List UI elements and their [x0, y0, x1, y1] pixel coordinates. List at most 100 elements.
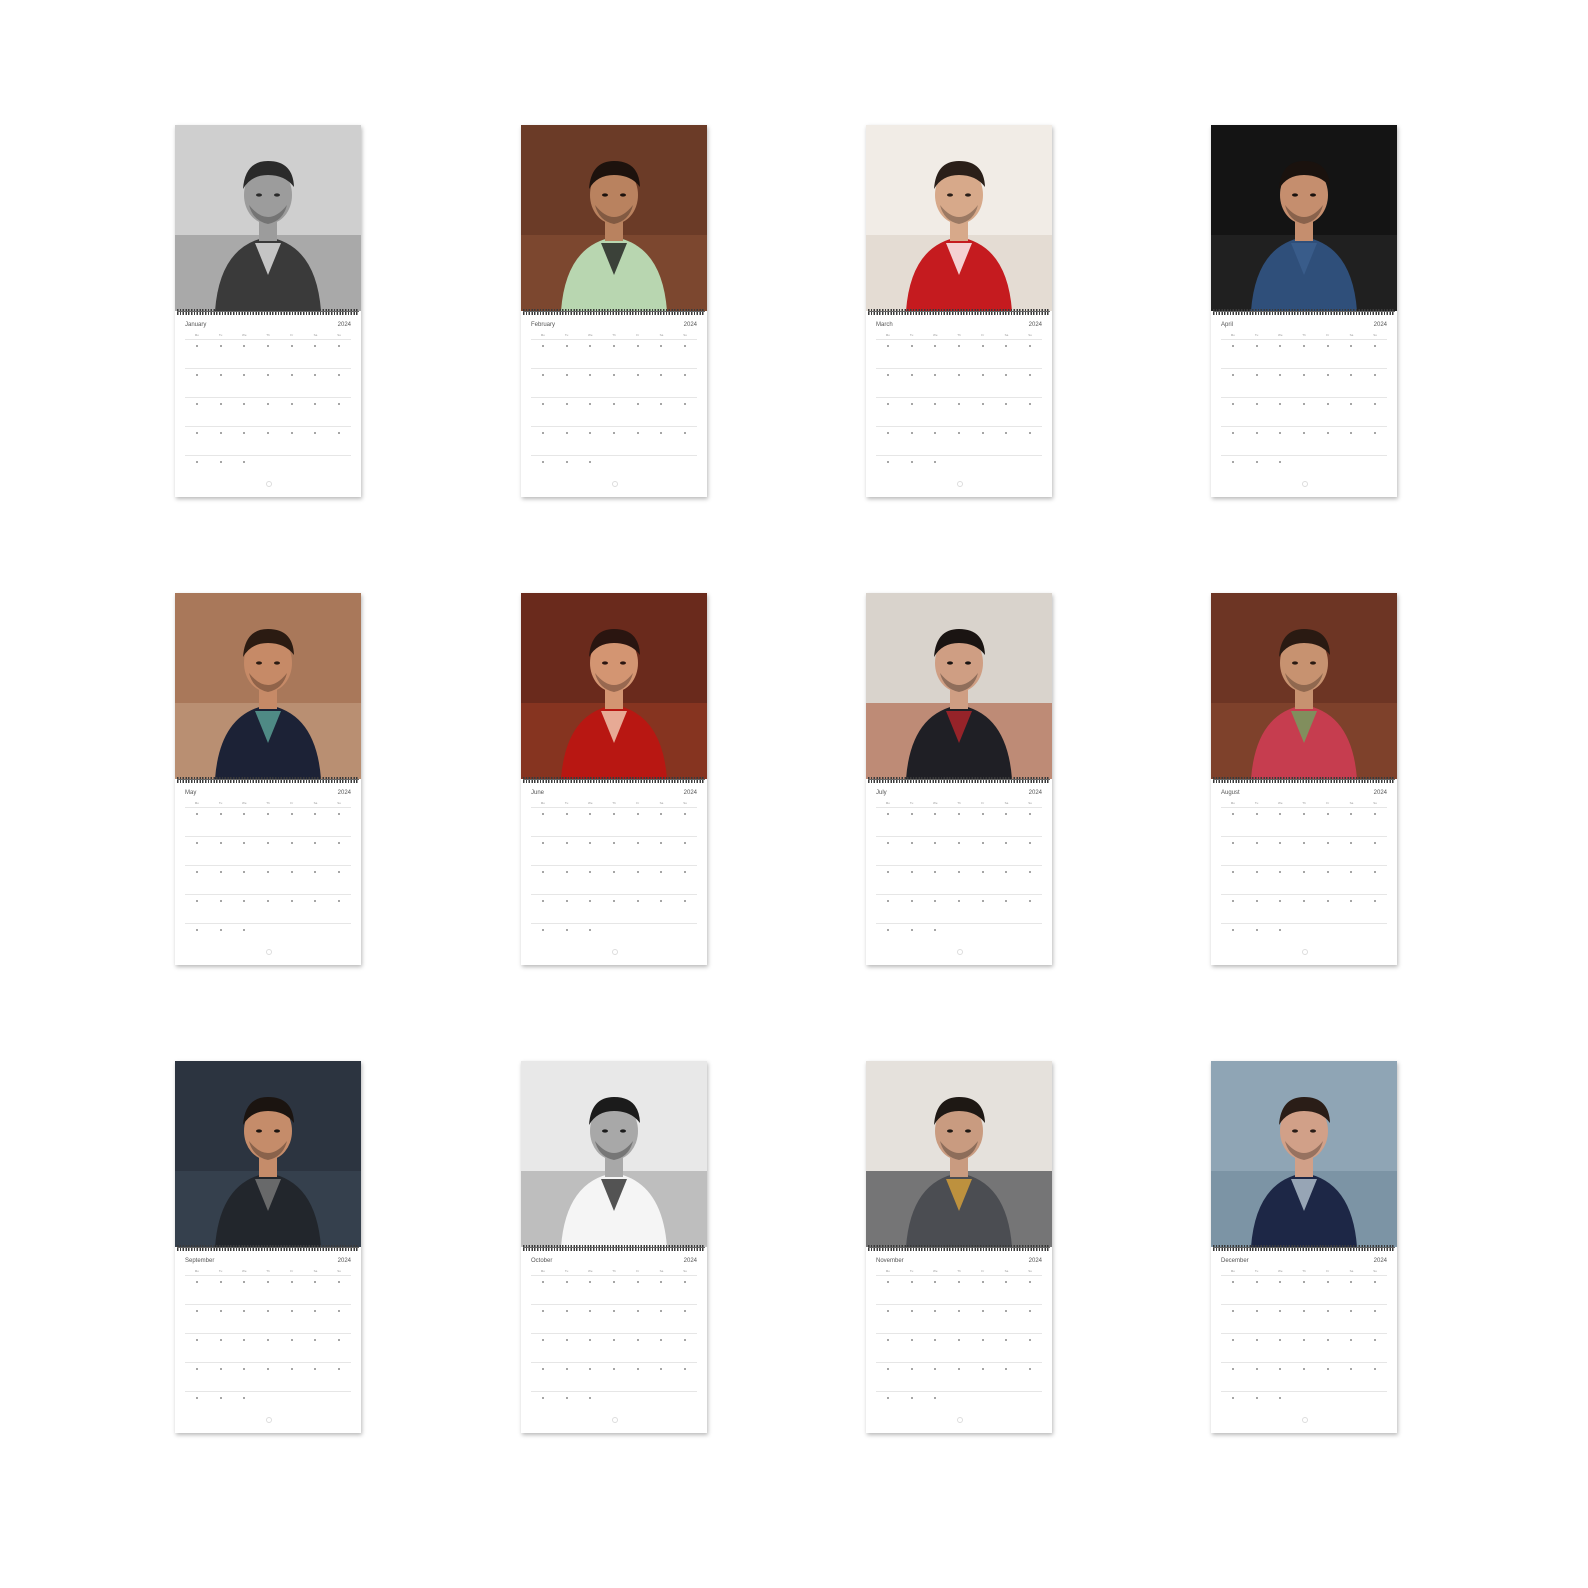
week-row [531, 894, 697, 923]
day-cell [1316, 1279, 1340, 1284]
day-cell [947, 372, 971, 377]
day-cell [1363, 1308, 1387, 1313]
year-label: 2024 [1029, 1257, 1042, 1265]
week-row [1221, 426, 1387, 455]
month-name: May [185, 789, 196, 797]
day-cell [602, 1366, 626, 1371]
week-row [876, 426, 1042, 455]
day-cell [626, 1395, 650, 1400]
day-cell [1340, 1395, 1364, 1400]
day-cell [1018, 1308, 1042, 1313]
day-cell [626, 459, 650, 464]
day-cell [209, 1337, 233, 1342]
day-cell [971, 1308, 995, 1313]
day-cell [650, 430, 674, 435]
day-cell [1245, 869, 1269, 874]
calendar-january: January 2024 Mo Tu We Th Fr Sa Su [175, 125, 361, 497]
day-cell [531, 927, 555, 932]
day-cell [304, 811, 328, 816]
day-cell [947, 1366, 971, 1371]
day-cell [327, 811, 351, 816]
calendar-grid-page: December 2024 Mo Tu We Th Fr Sa Su [1211, 1251, 1397, 1433]
day-cell [923, 459, 947, 464]
day-cell [602, 459, 626, 464]
day-cell [1245, 1395, 1269, 1400]
week-row [185, 894, 351, 923]
day-cell [280, 1366, 304, 1371]
calendar-grid-page: September 2024 Mo Tu We Th Fr Sa Su [175, 1251, 361, 1433]
day-cell [304, 1366, 328, 1371]
day-cell [626, 1337, 650, 1342]
day-cell [995, 401, 1019, 406]
calendar-june: June 2024 Mo Tu We Th Fr Sa Su [521, 593, 707, 965]
day-cell [1292, 1308, 1316, 1313]
day-cell [1292, 401, 1316, 406]
day-cell [1221, 1337, 1245, 1342]
day-cell [971, 372, 995, 377]
week-row [1221, 339, 1387, 368]
year-label: 2024 [1374, 789, 1387, 797]
day-cell [1221, 1308, 1245, 1313]
calendar-header: December 2024 [1221, 1257, 1387, 1265]
day-cell [876, 372, 900, 377]
month-name: January [185, 321, 206, 329]
day-cell [900, 401, 924, 406]
calendar-grid-page: July 2024 Mo Tu We Th Fr Sa Su [866, 783, 1052, 965]
day-cell [923, 811, 947, 816]
day-cell [626, 401, 650, 406]
day-cell [1340, 1337, 1364, 1342]
day-cell [1221, 898, 1245, 903]
day-cell [1221, 1366, 1245, 1371]
day-cell [923, 927, 947, 932]
day-cell [185, 869, 209, 874]
day-cell [947, 898, 971, 903]
calendar-december: December 2024 Mo Tu We Th Fr Sa Su [1211, 1061, 1397, 1433]
month-name: February [531, 321, 555, 329]
day-cell [1363, 459, 1387, 464]
day-cell [673, 1366, 697, 1371]
day-cell [876, 1395, 900, 1400]
day-cell [1316, 1395, 1340, 1400]
day-cell [232, 1308, 256, 1313]
day-cell [185, 898, 209, 903]
day-cell [602, 1308, 626, 1313]
year-label: 2024 [684, 1257, 697, 1265]
day-cell [947, 1395, 971, 1400]
week-row [531, 339, 697, 368]
week-row [876, 339, 1042, 368]
day-cell [971, 1366, 995, 1371]
day-cell [1316, 840, 1340, 845]
day-cell [555, 401, 579, 406]
day-cell [209, 1395, 233, 1400]
portrait-image [521, 1061, 707, 1247]
day-cell [1292, 1366, 1316, 1371]
day-cell [1316, 343, 1340, 348]
day-cell [232, 1395, 256, 1400]
day-cell [626, 840, 650, 845]
day-cell [1292, 430, 1316, 435]
day-cell [971, 811, 995, 816]
day-cell [1018, 401, 1042, 406]
year-label: 2024 [684, 321, 697, 329]
day-cell [995, 1337, 1019, 1342]
day-cell [1363, 869, 1387, 874]
day-cell [578, 1395, 602, 1400]
day-cell [947, 869, 971, 874]
day-cell [256, 1279, 280, 1284]
day-cell [900, 459, 924, 464]
day-cell [555, 1366, 579, 1371]
day-cell [531, 372, 555, 377]
day-cell [1316, 401, 1340, 406]
year-label: 2024 [1374, 1257, 1387, 1265]
day-cell [1018, 1366, 1042, 1371]
day-cell [327, 430, 351, 435]
day-cell [876, 401, 900, 406]
day-cell [256, 430, 280, 435]
year-label: 2024 [338, 789, 351, 797]
month-name: October [531, 1257, 552, 1265]
day-cell [1268, 343, 1292, 348]
day-cell [578, 372, 602, 377]
day-cell [555, 811, 579, 816]
day-cell [280, 1279, 304, 1284]
day-cell [602, 927, 626, 932]
